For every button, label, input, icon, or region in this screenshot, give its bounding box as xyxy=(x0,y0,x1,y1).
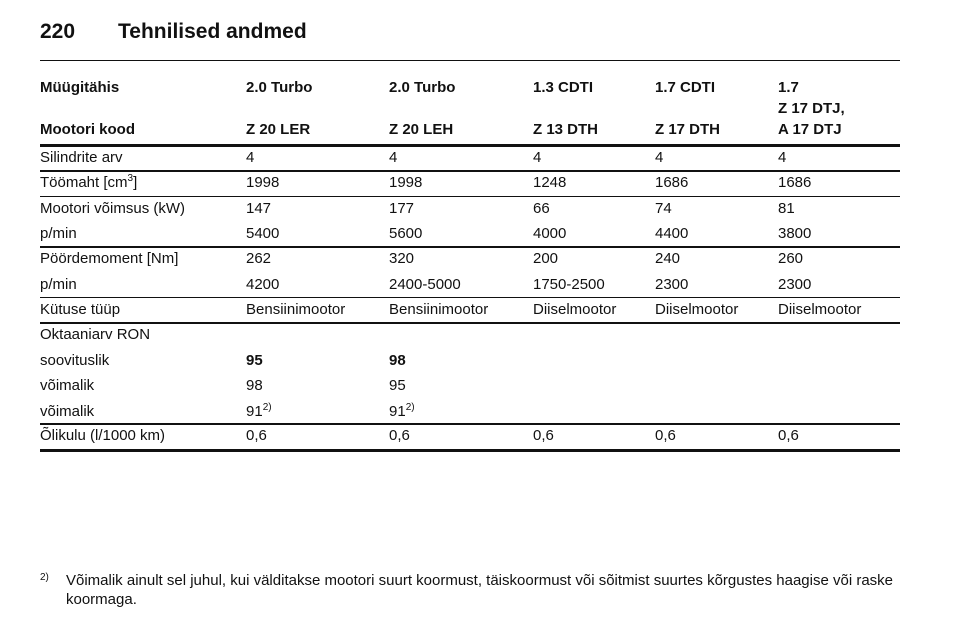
cell: Kütuse tüüp xyxy=(40,300,121,318)
cell: 200 xyxy=(533,250,559,268)
cell: 177 xyxy=(389,199,415,217)
cell: 3800 xyxy=(778,225,812,243)
engine-code: Z 17 DTH xyxy=(655,121,721,138)
engine-code: Z 17 DTJ, xyxy=(778,100,845,117)
page-title: Tehnilised andmed xyxy=(118,20,307,43)
cell: 4 xyxy=(533,149,542,166)
rule xyxy=(40,448,900,452)
cell: 5600 xyxy=(389,225,423,243)
sales-name: 1.7 CDTI xyxy=(655,79,716,96)
cell: 1998 xyxy=(389,174,423,192)
cell: 1248 xyxy=(533,174,567,192)
cell: 0,6 xyxy=(655,427,676,445)
cell: 5400 xyxy=(246,225,280,243)
sales-name: 1.3 CDTI xyxy=(533,79,594,96)
cell-text: ] xyxy=(133,174,138,192)
cell: Bensiinimootor xyxy=(246,300,346,318)
sales-name: 2.0 Turbo xyxy=(246,79,313,96)
rule xyxy=(40,60,900,61)
cell: Töömaht [cm3] xyxy=(40,174,137,192)
footnote-marker: 2) xyxy=(40,572,49,583)
rule xyxy=(40,246,900,248)
cell: p/min xyxy=(40,275,77,293)
rule xyxy=(40,195,900,198)
cell: Bensiinimootor xyxy=(389,300,489,318)
cell: 4400 xyxy=(655,225,689,243)
rule xyxy=(40,322,900,324)
cell: Mootori võimsus (kW) xyxy=(40,199,186,217)
cell: 2300 xyxy=(778,275,812,293)
cell-text: 91 xyxy=(246,402,263,420)
cell: 912) xyxy=(389,401,415,421)
footnote-text: Võimalik ainult sel juhul, kui välditaks… xyxy=(66,572,894,608)
cell: Oktaaniarv RON xyxy=(40,326,151,344)
cell: võimalik xyxy=(40,402,95,420)
cell: 4 xyxy=(778,149,787,166)
cell: 0,6 xyxy=(389,427,410,445)
cell: 4 xyxy=(246,149,255,166)
rule xyxy=(40,296,900,299)
engine-code: A 17 DTJ xyxy=(778,121,842,138)
superscript: 2) xyxy=(405,401,415,413)
cell: 147 xyxy=(246,199,272,217)
cell: Diiselmootor xyxy=(778,300,862,318)
cell: 4 xyxy=(655,149,664,166)
rule xyxy=(40,423,900,425)
cell: 262 xyxy=(246,250,272,268)
cell: 4 xyxy=(389,149,398,166)
cell-text: 98 xyxy=(389,351,406,369)
cell: Õlikulu (l/1000 km) xyxy=(40,427,166,445)
cell: soovituslik xyxy=(40,351,110,369)
cell: 1750-2500 xyxy=(533,275,605,293)
cell: 260 xyxy=(778,250,804,268)
cell: 81 xyxy=(778,199,795,217)
engine-label: Mootori kood xyxy=(40,121,135,138)
cell: Pöördemoment [Nm] xyxy=(40,250,179,268)
sales-name: 1.7 xyxy=(778,79,799,96)
cell: 98 xyxy=(389,352,406,370)
page-number: 220 xyxy=(40,20,76,43)
engine-code: Z 20 LEH xyxy=(389,121,454,138)
cell: 1686 xyxy=(778,174,812,192)
cell: 0,6 xyxy=(246,427,267,445)
cell: 4000 xyxy=(533,225,567,243)
cell: võimalik xyxy=(40,377,95,395)
rule xyxy=(40,144,900,147)
cell: Diiselmootor xyxy=(655,300,739,318)
cell: Diiselmootor xyxy=(533,300,617,318)
cell: 0,6 xyxy=(533,427,554,445)
engine-code: Z 20 LER xyxy=(246,121,311,138)
cell: 912) xyxy=(246,401,272,421)
cell: 98 xyxy=(246,377,263,395)
superscript: 3 xyxy=(127,173,134,185)
cell: 66 xyxy=(533,199,550,217)
cell: Silindrite arv xyxy=(40,149,123,166)
cell: 1686 xyxy=(655,174,689,192)
cell: 74 xyxy=(655,199,672,217)
cell: 4200 xyxy=(246,275,280,293)
sales-name: 2.0 Turbo xyxy=(389,79,456,96)
cell: 0,6 xyxy=(778,427,799,445)
cell: 95 xyxy=(389,377,406,395)
cell: 1998 xyxy=(246,174,280,192)
sales-label: Müügitähis xyxy=(40,79,120,96)
cell: 95 xyxy=(246,352,263,370)
rule xyxy=(40,170,900,172)
cell: 240 xyxy=(655,250,681,268)
cell-text: Töömaht [cm xyxy=(40,174,128,192)
cell: 2400-5000 xyxy=(389,275,461,293)
cell-text: 91 xyxy=(389,402,406,420)
cell-text: 95 xyxy=(246,351,263,369)
cell: 2300 xyxy=(655,275,689,293)
cell: p/min xyxy=(40,225,77,243)
superscript: 2) xyxy=(262,401,272,413)
engine-code: Z 13 DTH xyxy=(533,121,599,138)
cell: 320 xyxy=(389,250,415,268)
